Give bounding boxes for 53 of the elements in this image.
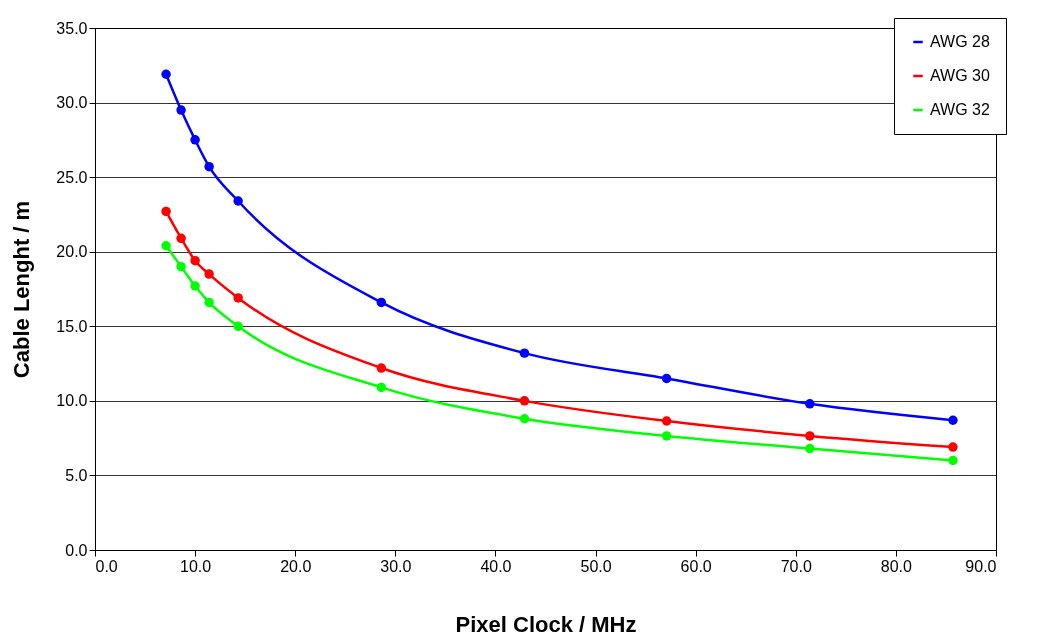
x-tick-label: 10.0 [180,557,212,575]
point [661,373,672,384]
y-tick-label: 35.0 [56,19,88,37]
x-tick-label: 20.0 [280,557,312,575]
x-tick-label: 50.0 [580,557,612,575]
point [805,431,815,441]
point [176,261,186,272]
x-tick-label: 30.0 [380,557,412,575]
x-tick-label: 80.0 [880,557,913,575]
x-axis-title: Pixel Clock / MHz [455,611,637,637]
point [805,443,815,454]
point [376,363,387,373]
y-tick-label: 5.0 [65,466,88,484]
legend-label: AWG 28 [930,33,990,50]
y-tick-label: 20.0 [56,243,88,261]
point [519,348,530,358]
point [204,161,214,172]
point [948,442,958,452]
x-tick-label: 40.0 [480,557,512,575]
point [161,69,171,79]
point [190,135,200,145]
point [176,233,186,244]
y-tick-label: 0.0 [65,541,88,559]
legend-label: AWG 30 [930,67,990,84]
y-tick-label: 25.0 [56,168,88,186]
point [805,399,815,409]
point [376,297,387,308]
point [204,269,214,279]
y-tick-label: 10.0 [56,392,88,410]
x-tick-label: 70.0 [780,557,812,575]
y-tick-label: 15.0 [56,317,88,335]
legend-label: AWG 32 [930,101,990,118]
point [376,382,387,393]
point [190,255,200,266]
y-tick-label: 30.0 [56,94,88,112]
point [233,196,243,206]
point [233,293,243,303]
point [204,297,214,308]
point [161,241,171,251]
point [948,415,958,425]
point [233,321,243,332]
point [519,414,530,424]
point [661,416,672,426]
point [661,431,672,441]
x-tick-label: 90.0 [965,557,997,575]
point [190,281,200,291]
y-axis-title: Cable Lenght / m [9,200,35,379]
x-tick-label: 0.0 [95,557,118,575]
point [176,105,186,115]
point [948,455,958,466]
x-tick-label: 60.0 [680,557,712,575]
point [161,206,171,217]
point [519,396,530,406]
